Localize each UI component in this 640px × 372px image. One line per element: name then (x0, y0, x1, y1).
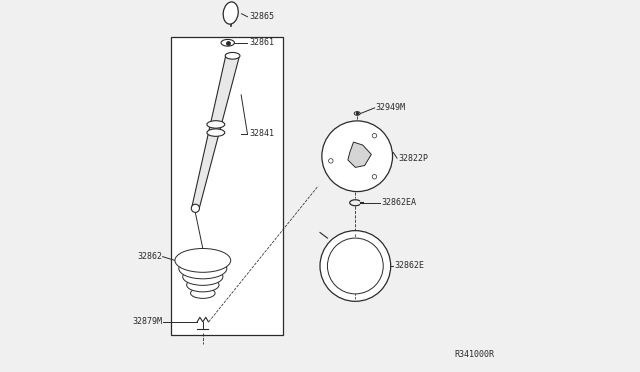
Text: R341000R: R341000R (455, 350, 495, 359)
Text: 32841: 32841 (250, 129, 275, 138)
Ellipse shape (191, 204, 200, 212)
Text: 32862EA: 32862EA (381, 198, 417, 207)
Ellipse shape (223, 2, 238, 24)
Text: 32861: 32861 (250, 38, 275, 47)
Text: 32862: 32862 (137, 252, 162, 261)
Ellipse shape (187, 278, 219, 292)
Ellipse shape (372, 174, 377, 179)
Ellipse shape (179, 258, 227, 279)
Ellipse shape (328, 159, 333, 163)
Text: 32862E: 32862E (394, 262, 424, 270)
Ellipse shape (221, 39, 234, 46)
Polygon shape (348, 142, 371, 167)
Text: 32822P: 32822P (398, 154, 428, 163)
Ellipse shape (207, 121, 225, 128)
Ellipse shape (183, 268, 223, 285)
Ellipse shape (225, 52, 240, 59)
Polygon shape (192, 54, 239, 209)
Ellipse shape (175, 248, 231, 272)
Ellipse shape (328, 238, 383, 294)
Text: 32949M: 32949M (376, 103, 406, 112)
Text: 32865: 32865 (250, 12, 275, 21)
Ellipse shape (322, 121, 392, 192)
Ellipse shape (354, 112, 360, 115)
Ellipse shape (320, 231, 390, 301)
Text: 32879M: 32879M (132, 317, 162, 326)
Ellipse shape (207, 129, 225, 137)
Ellipse shape (372, 134, 377, 138)
Ellipse shape (191, 288, 215, 298)
Bar (172, 37, 283, 335)
